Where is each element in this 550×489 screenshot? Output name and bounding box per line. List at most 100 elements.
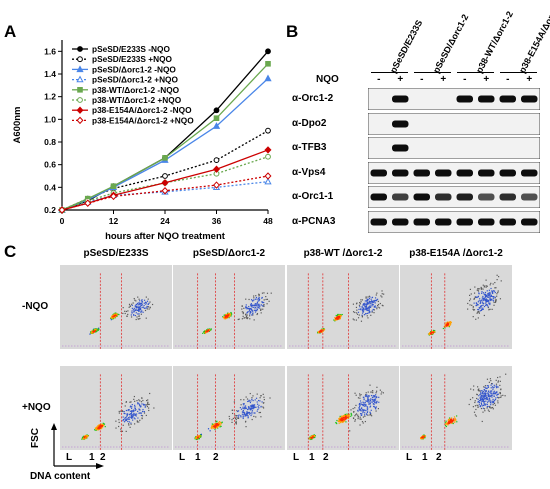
event-dot xyxy=(230,315,232,317)
event-dot xyxy=(195,438,198,441)
event-dot xyxy=(371,415,373,417)
event-dot xyxy=(251,304,253,307)
event-dot xyxy=(488,294,491,296)
event-dot xyxy=(256,401,258,403)
event-dot xyxy=(367,310,369,312)
event-dot xyxy=(250,407,252,409)
event-dot xyxy=(93,330,96,332)
event-dot xyxy=(365,395,367,397)
event-dot xyxy=(249,413,251,415)
event-dot xyxy=(485,394,487,396)
data-point xyxy=(58,206,66,214)
event-dot xyxy=(469,398,472,401)
event-dot xyxy=(111,317,113,319)
event-dot xyxy=(139,317,141,320)
event-dot xyxy=(480,306,482,308)
event-dot xyxy=(447,422,449,424)
event-dot xyxy=(129,305,131,307)
event-dot xyxy=(369,296,371,298)
event-dot xyxy=(375,392,377,394)
event-dot xyxy=(496,386,498,388)
event-dot xyxy=(138,298,140,300)
legend-entry: p38-WT/Δorc1-2 -NQO xyxy=(72,85,180,95)
event-dot xyxy=(125,409,128,412)
event-dot xyxy=(216,424,218,426)
event-dot xyxy=(361,307,363,309)
event-dot xyxy=(138,313,140,315)
event-dot xyxy=(252,313,254,315)
event-dot xyxy=(219,426,221,428)
event-dot xyxy=(133,395,136,398)
band xyxy=(392,193,409,201)
event-dot xyxy=(251,309,253,312)
event-dot xyxy=(358,408,360,410)
event-dot xyxy=(423,435,425,437)
event-dot xyxy=(245,420,247,422)
event-dot xyxy=(467,308,469,310)
event-dot xyxy=(448,418,450,421)
event-dot xyxy=(490,287,492,290)
event-dot xyxy=(246,312,248,314)
event-dot xyxy=(482,395,484,397)
event-dot xyxy=(344,417,346,420)
event-dot xyxy=(374,407,377,409)
event-dot xyxy=(486,398,488,400)
event-dot xyxy=(380,295,382,297)
event-dot xyxy=(235,416,237,418)
event-dot xyxy=(134,309,136,312)
event-dot xyxy=(147,401,149,403)
event-dot xyxy=(482,393,484,395)
event-dot xyxy=(483,285,486,287)
event-dot xyxy=(492,296,495,298)
lane-sign: + xyxy=(397,74,404,85)
event-dot xyxy=(469,294,471,296)
event-dot xyxy=(244,415,246,417)
event-dot xyxy=(226,317,228,319)
event-dot xyxy=(263,301,265,304)
event-dot xyxy=(245,407,247,410)
event-dot xyxy=(94,427,97,429)
event-dot xyxy=(365,296,367,298)
event-dot xyxy=(254,309,257,311)
event-dot xyxy=(488,302,490,305)
event-dot xyxy=(449,322,452,325)
event-dot xyxy=(258,296,260,299)
event-dot xyxy=(253,407,255,409)
event-dot xyxy=(448,324,450,327)
event-dot xyxy=(496,394,498,396)
event-dot xyxy=(143,302,145,304)
event-dot xyxy=(449,418,451,420)
event-dot xyxy=(493,395,495,398)
event-dot xyxy=(137,313,139,315)
event-dot xyxy=(252,300,254,302)
event-dot xyxy=(257,406,259,408)
event-dot xyxy=(467,302,469,305)
event-dot xyxy=(310,437,312,439)
event-dot xyxy=(491,291,494,293)
event-dot xyxy=(478,309,480,311)
event-dot xyxy=(250,304,252,306)
event-dot xyxy=(493,384,495,386)
event-dot xyxy=(370,399,372,401)
event-dot xyxy=(227,315,229,318)
event-dot xyxy=(252,310,254,312)
event-dot xyxy=(96,429,98,431)
event-dot xyxy=(485,286,487,288)
event-dot xyxy=(139,302,141,304)
event-dot xyxy=(472,316,474,318)
event-dot xyxy=(484,385,487,387)
event-dot xyxy=(365,405,367,407)
event-dot xyxy=(383,293,385,295)
event-dot xyxy=(95,429,97,432)
event-dot xyxy=(367,397,369,399)
event-dot xyxy=(446,423,448,425)
event-dot xyxy=(243,402,245,405)
event-dot xyxy=(322,328,324,330)
event-dot xyxy=(259,305,261,307)
legend-entry: p38-WT/Δorc1-2 +NQO xyxy=(72,95,182,105)
event-dot xyxy=(361,315,364,317)
series-line xyxy=(61,63,269,211)
event-dot xyxy=(94,329,96,331)
event-dot xyxy=(149,301,151,303)
event-dot xyxy=(499,376,501,378)
